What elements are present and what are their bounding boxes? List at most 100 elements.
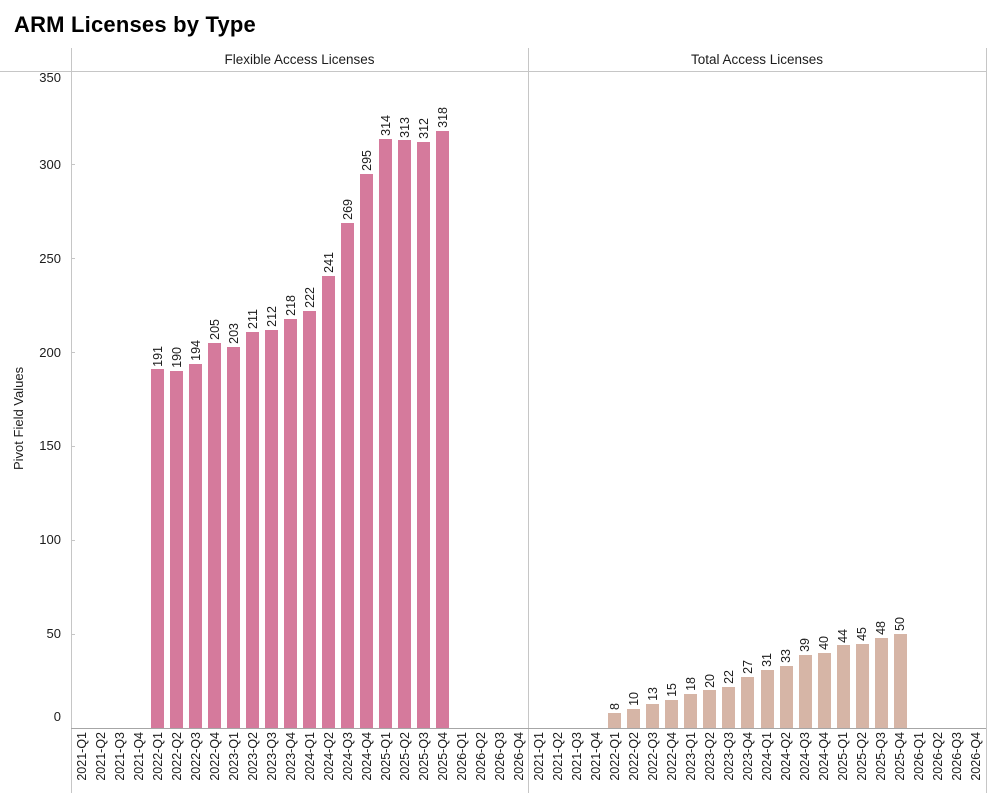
x-axis-tick-label: 2022-Q2	[626, 732, 641, 781]
bar-2022-Q3[interactable]	[646, 703, 660, 728]
y-axis-tick-label: 250	[39, 250, 61, 266]
bar-2025-Q1[interactable]	[836, 645, 850, 728]
x-axis-tick-label: 2024-Q4	[359, 732, 374, 781]
chart-title: ARM Licenses by Type	[14, 12, 256, 37]
bar-value-label: 33	[779, 649, 794, 664]
bar-2024-Q2[interactable]	[779, 666, 793, 728]
bar-2022-Q1[interactable]	[151, 369, 164, 728]
x-axis-tick-label: 2024-Q1	[760, 732, 775, 781]
bar-2022-Q1[interactable]	[608, 712, 622, 728]
bar-2024-Q1[interactable]	[760, 669, 774, 728]
x-axis-tick-label: 2025-Q1	[378, 732, 393, 781]
x-axis-tick-label: 2023-Q1	[226, 732, 241, 781]
x-axis-tick-label: 2022-Q3	[645, 732, 660, 781]
bar-value-label: 48	[874, 621, 889, 635]
bar-2022-Q4[interactable]	[208, 343, 221, 728]
bar-2025-Q4[interactable]	[893, 634, 907, 728]
x-axis-tick-label: 2025-Q1	[836, 732, 851, 781]
y-tick-mark	[71, 445, 75, 447]
bar-2023-Q2[interactable]	[703, 690, 717, 728]
bar-2023-Q3[interactable]	[722, 686, 736, 728]
bar-value-label: 211	[245, 309, 260, 329]
bar-2022-Q2[interactable]	[627, 709, 641, 728]
y-axis-tick-label: 350	[39, 70, 61, 85]
x-axis-tick-label: 2026-Q2	[473, 732, 488, 781]
x-axis-tick-label: 2026-Q2	[931, 732, 946, 781]
bar-value-label: 212	[264, 306, 279, 328]
bar-2025-Q3[interactable]	[417, 142, 430, 728]
bar-2023-Q3[interactable]	[265, 330, 278, 728]
bar-value-label: 39	[798, 637, 813, 652]
x-axis-tick-label: 2026-Q3	[492, 732, 507, 781]
y-tick-mark	[71, 164, 75, 166]
bar-value-label: 190	[169, 347, 184, 369]
y-axis-tick-label: 150	[39, 438, 61, 454]
x-axis-line	[71, 728, 986, 729]
plot-total-access: 8 10 13 15 18 20 22 27 31 33 39 40 44 45 48 50	[529, 71, 986, 728]
bar-value-label: 222	[302, 287, 317, 309]
x-axis-tick-label: 2024-Q2	[321, 732, 336, 781]
bar-value-label: 218	[283, 294, 298, 316]
bar-2023-Q1[interactable]	[684, 694, 698, 728]
x-axis-tick-label: 2023-Q2	[702, 732, 717, 781]
x-axis-labels-flexible: 2021-Q1 2021-Q2 2021-Q3 2021-Q4 2022-Q1 2022-…	[72, 732, 528, 793]
bar-2022-Q3[interactable]	[189, 363, 202, 728]
bar-2023-Q2[interactable]	[246, 331, 259, 728]
bar-value-label: 31	[760, 652, 775, 667]
y-axis-tick-label: 300	[39, 156, 61, 172]
x-axis-tick-label: 2021-Q3	[569, 732, 584, 781]
x-axis-tick-label: 2024-Q1	[302, 732, 317, 781]
x-axis-tick-label: 2025-Q2	[397, 732, 412, 781]
x-axis-tick-label: 2025-Q4	[893, 732, 908, 781]
bar-value-label: 15	[664, 682, 679, 697]
x-axis-tick-label: 2021-Q2	[550, 732, 565, 781]
bar-value-label: 13	[645, 686, 660, 701]
x-axis-tick-label: 2026-Q4	[969, 732, 984, 781]
y-axis-tick-label: 100	[39, 532, 61, 548]
y-tick-mark	[71, 633, 75, 635]
bar-2024-Q2[interactable]	[322, 275, 335, 728]
x-axis-tick-label: 2024-Q3	[798, 732, 813, 781]
x-axis-tick-label: 2023-Q4	[740, 732, 755, 781]
x-axis-tick-label: 2021-Q4	[131, 732, 146, 781]
bar-2024-Q3[interactable]	[798, 654, 812, 728]
bar-2024-Q3[interactable]	[341, 223, 354, 728]
bar-2022-Q4[interactable]	[665, 699, 679, 728]
bar-value-label: 205	[207, 319, 222, 341]
bar-value-label: 313	[397, 116, 412, 138]
x-axis-tick-label: 2025-Q2	[855, 732, 870, 781]
bar-value-label: 8	[607, 703, 622, 710]
x-axis-tick-label: 2026-Q1	[454, 732, 469, 781]
right-border	[986, 48, 987, 793]
x-axis-tick-label: 2025-Q3	[416, 732, 431, 781]
bar-2025-Q4[interactable]	[436, 131, 449, 728]
bar-value-label: 191	[150, 345, 165, 367]
bar-value-label: 269	[340, 199, 355, 221]
bar-2024-Q1[interactable]	[303, 311, 316, 728]
x-axis-tick-label: 2022-Q1	[150, 732, 165, 781]
bar-value-label: 22	[721, 669, 736, 684]
x-axis-tick-label: 2021-Q1	[531, 732, 546, 781]
bar-2023-Q1[interactable]	[227, 346, 240, 728]
top-border	[0, 71, 986, 72]
x-axis-tick-label: 2025-Q4	[435, 732, 450, 781]
x-axis-tick-label: 2026-Q4	[511, 732, 526, 781]
bar-2024-Q4[interactable]	[817, 652, 831, 728]
bar-2023-Q4[interactable]	[284, 318, 297, 728]
bar-2025-Q2[interactable]	[398, 140, 411, 728]
panel-header-total-access: Total Access Licenses	[690, 52, 824, 67]
bar-2025-Q3[interactable]	[874, 637, 888, 728]
x-axis-tick-label: 2024-Q4	[817, 732, 832, 781]
bar-value-label: 318	[435, 107, 450, 129]
x-axis-tick-label: 2021-Q1	[74, 732, 89, 781]
bar-2022-Q2[interactable]	[170, 371, 183, 728]
bar-2024-Q4[interactable]	[360, 174, 373, 728]
y-tick-mark	[71, 258, 75, 260]
x-axis-labels-total: 2021-Q1 2021-Q2 2021-Q3 2021-Q4 2022-Q1 2022-…	[529, 732, 986, 793]
bar-2023-Q4[interactable]	[741, 677, 755, 728]
bar-value-label: 295	[359, 150, 374, 172]
x-axis-tick-label: 2022-Q4	[207, 732, 222, 781]
bar-value-label: 314	[378, 114, 393, 136]
bar-2025-Q2[interactable]	[855, 643, 869, 728]
bar-2025-Q1[interactable]	[379, 138, 392, 728]
